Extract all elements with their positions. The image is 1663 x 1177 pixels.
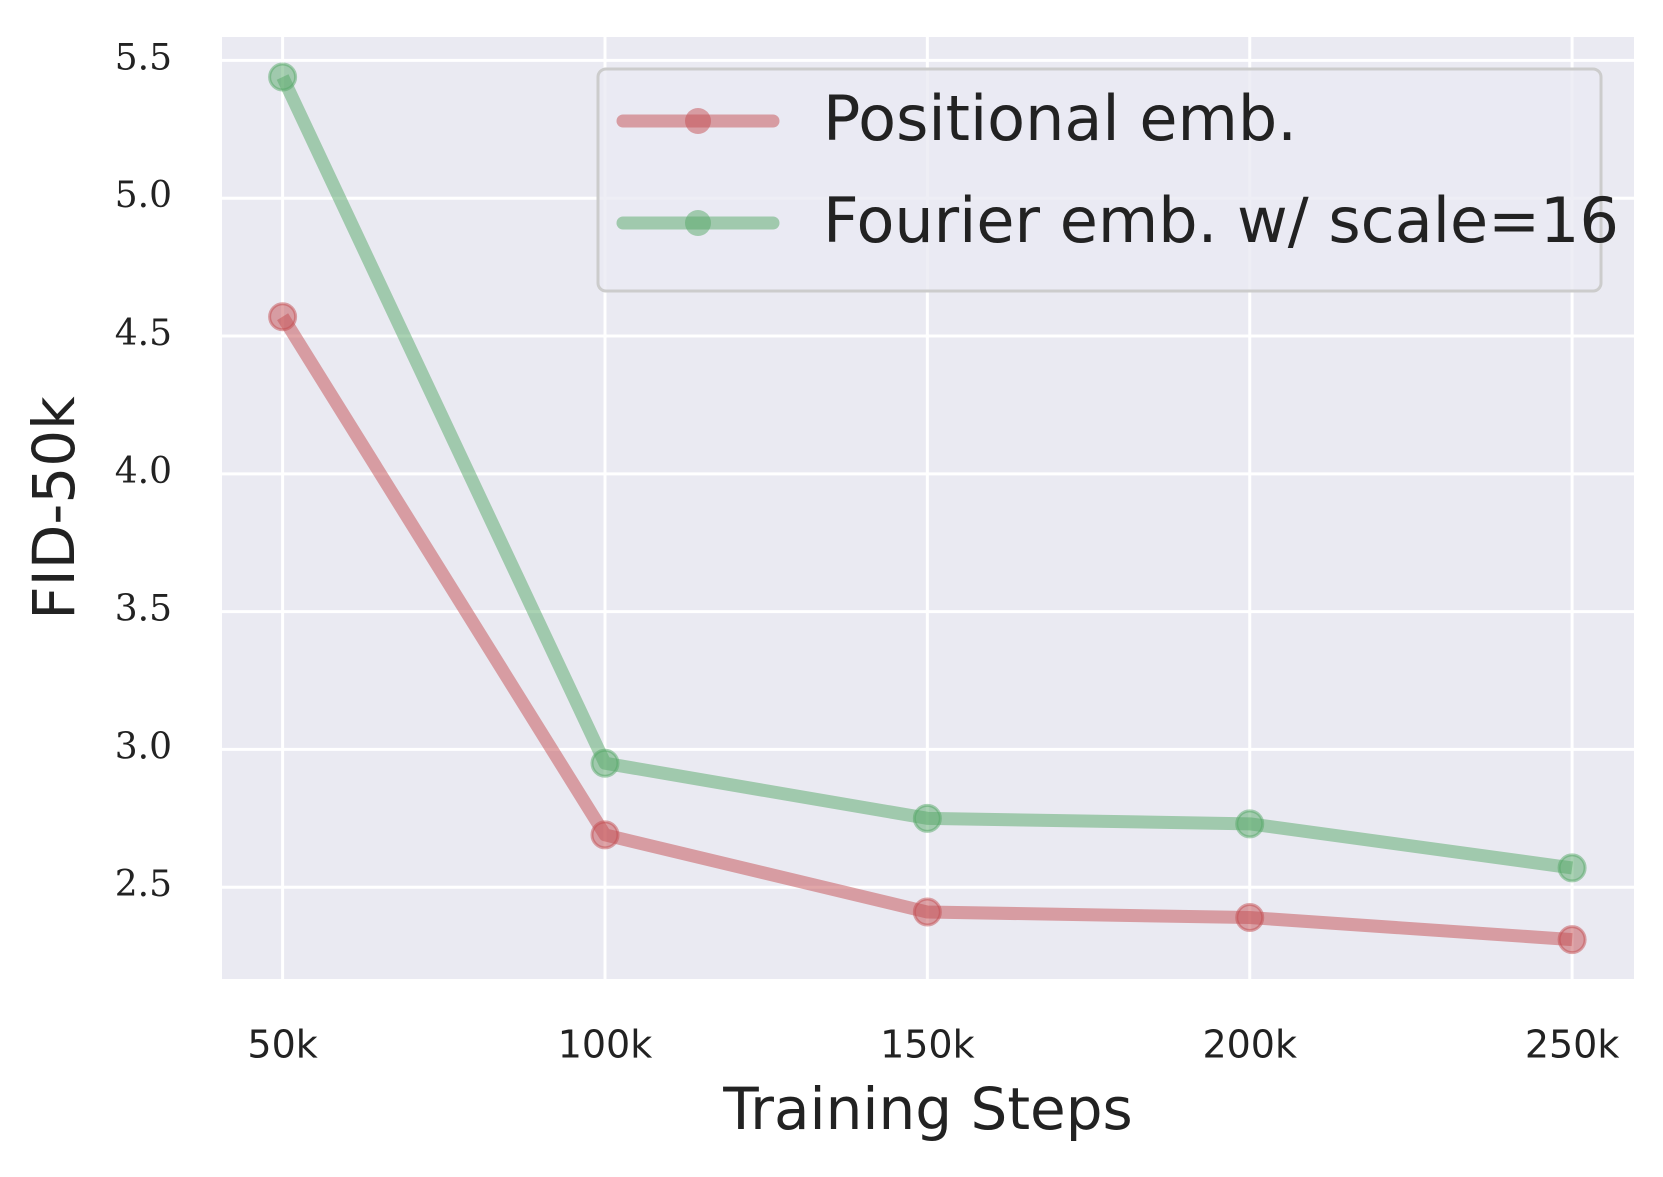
- legend-label: Fourier emb. w/ scale=16: [823, 184, 1619, 257]
- y-tick-label: 5.0: [115, 175, 172, 216]
- x-tick-label: 50k: [247, 1023, 317, 1067]
- marker: [912, 897, 942, 927]
- marker: [912, 803, 942, 833]
- marker: [1557, 925, 1587, 955]
- x-tick-label: 100k: [558, 1023, 653, 1067]
- marker: [590, 748, 620, 778]
- marker: [1557, 853, 1587, 883]
- y-tick-label: 3.5: [115, 589, 172, 630]
- x-tick-label: 200k: [1202, 1023, 1297, 1067]
- x-axis-label: Training Steps: [722, 1075, 1133, 1143]
- marker: [268, 62, 298, 92]
- marker: [1235, 903, 1265, 933]
- legend-marker: [685, 210, 711, 236]
- x-tick-label: 250k: [1525, 1023, 1620, 1067]
- y-tick-label: 3.0: [115, 726, 172, 767]
- x-tick-label: 150k: [880, 1023, 975, 1067]
- legend: Positional emb. Fourier emb. w/ scale=16: [596, 67, 1619, 293]
- y-tick-label: 4.5: [115, 313, 172, 354]
- marker: [590, 820, 620, 850]
- y-tick-label: 2.5: [115, 864, 172, 905]
- marker: [1235, 809, 1265, 839]
- legend-box: [596, 67, 1603, 293]
- y-axis-label: FID-50k: [20, 396, 88, 620]
- y-tick-label: 5.5: [115, 37, 172, 78]
- legend-marker: [685, 108, 711, 134]
- marker: [268, 302, 298, 332]
- legend-label: Positional emb.: [823, 82, 1297, 155]
- y-tick-label: 4.0: [115, 451, 172, 492]
